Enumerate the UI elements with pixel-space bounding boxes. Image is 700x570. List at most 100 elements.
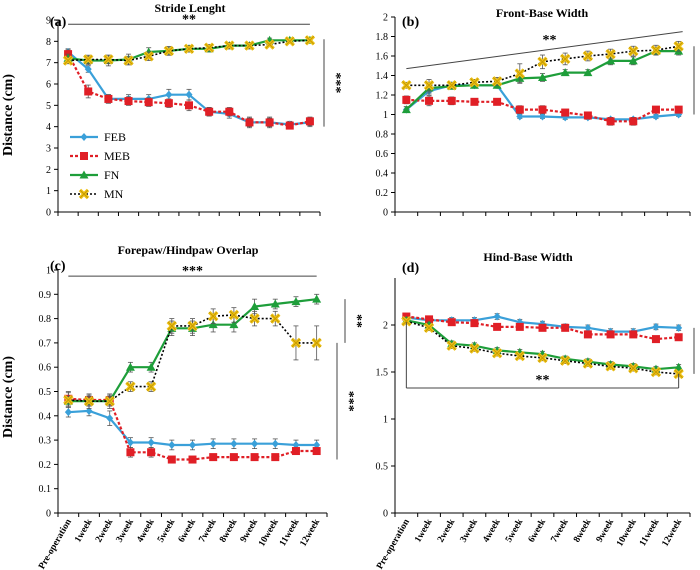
y-tick-label: 1.2 bbox=[376, 91, 389, 102]
x-tick-label: 2week bbox=[94, 517, 116, 545]
panel-d-label: (d) bbox=[402, 261, 419, 276]
legend-label-mn: MN bbox=[104, 187, 124, 201]
y-tick-label: 0.6 bbox=[376, 149, 389, 160]
data-point-mn-edge bbox=[470, 77, 479, 87]
y-tick-label: 0.8 bbox=[39, 314, 52, 325]
significance-label: *** bbox=[328, 72, 343, 93]
y-tick-label: 0.5 bbox=[376, 462, 389, 473]
data-point-mn-edge bbox=[126, 382, 135, 391]
data-point-mn-edge bbox=[291, 338, 301, 348]
data-point-meb bbox=[651, 335, 660, 344]
data-point-feb bbox=[147, 438, 155, 447]
data-point-mn-edge bbox=[229, 310, 239, 320]
y-tick-label: 1.4 bbox=[376, 71, 389, 82]
x-tick-label: 6week bbox=[177, 517, 199, 545]
data-point-feb bbox=[168, 440, 176, 449]
data-point-mn-edge bbox=[204, 43, 214, 53]
data-point-meb bbox=[629, 117, 638, 126]
x-tick-label: 4week bbox=[135, 517, 157, 545]
data-point-meb bbox=[225, 107, 234, 116]
significance-label: *** bbox=[182, 264, 203, 279]
data-point-meb bbox=[425, 315, 434, 324]
x-tick-label: 11week bbox=[638, 517, 662, 548]
data-point-meb bbox=[493, 97, 502, 106]
panel-c-label: (c) bbox=[50, 259, 66, 274]
y-axis-label-bottom: Distance (cm) bbox=[1, 356, 16, 438]
data-point-mn-edge bbox=[560, 54, 570, 64]
legend-marker-feb bbox=[80, 133, 88, 141]
series-meb bbox=[64, 391, 321, 464]
data-point-mn-edge bbox=[674, 41, 684, 51]
data-point-mn-edge bbox=[250, 314, 259, 323]
data-point-mn-edge bbox=[651, 367, 661, 377]
data-point-mn-edge bbox=[285, 36, 295, 46]
data-point-mn-edge bbox=[492, 76, 502, 86]
significance-label: ** bbox=[698, 344, 700, 358]
y-tick-label: 2 bbox=[383, 13, 388, 24]
data-point-meb bbox=[209, 453, 218, 462]
significance-label: ** bbox=[536, 373, 550, 388]
x-tick-label: 3week bbox=[459, 517, 481, 545]
x-tick-label: 6week bbox=[527, 517, 549, 545]
data-point-mn-edge bbox=[124, 56, 133, 65]
data-point-meb bbox=[674, 105, 683, 114]
data-point-mn-edge bbox=[651, 45, 661, 55]
y-tick-label: 7 bbox=[46, 58, 51, 69]
series-fn bbox=[63, 293, 322, 407]
data-point-meb bbox=[185, 101, 193, 110]
data-point-fn bbox=[538, 72, 547, 81]
y-tick-label: 1 bbox=[46, 186, 51, 197]
x-tick-label: Pre-operation bbox=[375, 517, 412, 570]
panel-b-title: Front-Base Width bbox=[496, 6, 589, 20]
y-tick-label: 6 bbox=[46, 80, 51, 91]
panel-b-front-base-width: Front-Base Width (b) 0 0.2 0.4 0.6 0.8 1 1.2 1.… bbox=[376, 6, 700, 219]
data-point-feb bbox=[539, 112, 546, 121]
data-point-feb bbox=[126, 438, 134, 447]
data-point-meb bbox=[271, 453, 280, 462]
data-point-meb bbox=[250, 453, 259, 462]
data-point-mn-edge bbox=[146, 382, 156, 391]
series-mn bbox=[401, 40, 684, 92]
data-point-meb bbox=[425, 96, 434, 105]
y-tick-label: 4 bbox=[46, 122, 51, 133]
data-point-meb bbox=[583, 330, 592, 339]
data-point-feb bbox=[271, 439, 279, 448]
data-point-fn bbox=[312, 294, 322, 303]
data-point-meb bbox=[144, 98, 153, 107]
data-point-fn bbox=[146, 362, 156, 371]
x-tick-label: 9week bbox=[595, 517, 617, 545]
data-point-mn-edge bbox=[583, 51, 593, 61]
data-point-mn-edge bbox=[312, 338, 322, 348]
data-point-meb bbox=[606, 117, 615, 126]
x-tick-label: 2week bbox=[436, 517, 458, 545]
y-tick-label: 5 bbox=[46, 101, 51, 112]
y-tick-label: 0.7 bbox=[39, 338, 52, 349]
data-point-mn-edge bbox=[104, 55, 113, 64]
significance-trend-line bbox=[406, 31, 683, 70]
data-point-mn-edge bbox=[447, 341, 457, 351]
data-point-fn bbox=[270, 299, 280, 308]
data-point-mn-edge bbox=[164, 46, 174, 56]
data-point-meb bbox=[447, 96, 456, 105]
data-point-mn-edge bbox=[224, 41, 234, 50]
y-tick-label: 1.5 bbox=[376, 368, 389, 379]
data-point-mn-edge bbox=[606, 49, 615, 59]
legend-label-meb: MEB bbox=[104, 149, 130, 163]
y-tick-label: 0.6 bbox=[39, 363, 52, 374]
panel-c-forepaw-hindpaw-overlap: Forepaw/Hindpaw Overlap (c) 0 0.1 0.2 0.3 0.… bbox=[37, 243, 364, 570]
data-point-meb bbox=[651, 105, 660, 114]
data-point-feb bbox=[84, 65, 92, 74]
data-point-meb bbox=[515, 322, 524, 331]
y-tick-label: 0.2 bbox=[376, 188, 389, 199]
data-point-meb bbox=[312, 447, 321, 456]
data-point-meb bbox=[470, 319, 479, 328]
data-point-feb bbox=[652, 112, 660, 121]
legend-label-fn: FN bbox=[104, 168, 120, 182]
legend: FEB MEB FN MN bbox=[70, 130, 130, 201]
data-point-meb bbox=[561, 108, 570, 117]
y-tick-label: 0.4 bbox=[376, 169, 389, 180]
data-point-fn bbox=[250, 301, 260, 310]
panel-d-title: Hind-Base Width bbox=[483, 250, 573, 264]
